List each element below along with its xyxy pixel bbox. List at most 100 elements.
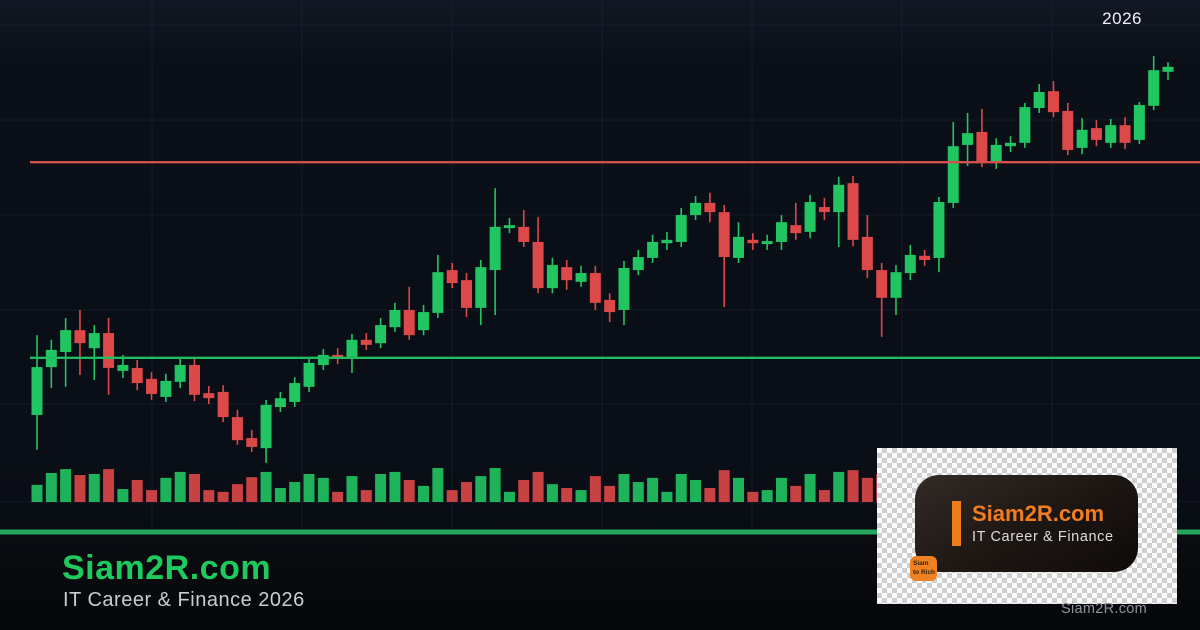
candle-body [1047, 91, 1059, 113]
candle-body [589, 273, 601, 303]
volume-bar [575, 490, 587, 502]
volume-bar [618, 474, 630, 502]
candle-body [990, 144, 1002, 163]
candle-body [1133, 105, 1145, 140]
volume-bar [317, 477, 329, 502]
volume-bar [203, 490, 215, 502]
candle-body [904, 254, 916, 274]
candle-body [718, 212, 730, 258]
volume-bar [733, 477, 745, 502]
candle-body [833, 184, 845, 213]
candle-body [661, 239, 673, 244]
candle-body [117, 365, 129, 371]
candle-body [1033, 92, 1045, 108]
volume-bar [647, 477, 659, 502]
candle-body [217, 391, 229, 418]
candle-body [160, 380, 172, 397]
promo-card-title: Siam2R.com [972, 501, 1105, 527]
candle-body [489, 226, 501, 271]
volume-bar [231, 484, 243, 502]
volume-bar [146, 490, 158, 502]
candle-body [103, 333, 115, 368]
volume-bar [360, 490, 372, 502]
candle-body [861, 236, 873, 271]
candle-body [289, 383, 301, 402]
candle-body [632, 257, 644, 271]
volume-bar [346, 476, 358, 502]
candle-body [346, 339, 358, 358]
badge-line-2: to Rich [913, 568, 936, 576]
candle-body [976, 131, 988, 163]
candle-body [203, 393, 215, 399]
candle-body [804, 202, 816, 232]
volume-bar [761, 490, 773, 502]
candle-body [1076, 129, 1088, 148]
candle-body [188, 365, 200, 395]
volume-bar [632, 482, 644, 502]
candle-body [74, 330, 86, 344]
candle-body [919, 255, 931, 260]
footer-divider-line [0, 529, 1200, 535]
candle-body [1062, 110, 1074, 150]
volume-bar [561, 488, 573, 502]
volume-bar [389, 471, 401, 502]
candle-body [1090, 128, 1102, 140]
volume-bar [418, 485, 430, 502]
volume-bar [260, 471, 272, 502]
candle-body [818, 207, 830, 213]
candle-body [546, 265, 558, 289]
candle-body [847, 183, 859, 240]
candle-body [947, 146, 959, 203]
candle-body [360, 339, 372, 345]
volume-bar [790, 485, 802, 502]
candle-body [432, 272, 444, 313]
candle-body [604, 299, 616, 313]
volume-bar [518, 479, 530, 502]
volume-bar [375, 474, 387, 502]
volume-bar [131, 479, 143, 502]
watermark-text: Siam2R.com [1061, 601, 1147, 617]
candle-body [317, 354, 329, 365]
candle-body [146, 378, 158, 394]
candle-body [747, 239, 759, 244]
candle-body [933, 202, 945, 258]
candle-body [389, 309, 401, 328]
volume-bar [31, 484, 43, 502]
candle-body [690, 202, 702, 216]
candle-body [460, 280, 472, 308]
promo-card-subtitle: IT Career & Finance [972, 528, 1114, 545]
volume-bar [117, 489, 129, 502]
candle-body [1105, 125, 1117, 143]
candle-body [403, 309, 415, 336]
candle-body [890, 272, 902, 298]
candle-body [174, 365, 186, 382]
volume-bar [432, 468, 444, 502]
candle-body [790, 225, 802, 234]
volume-bar [804, 474, 816, 502]
volume-bar [690, 479, 702, 502]
candle-body [561, 267, 573, 281]
candle-body [375, 325, 387, 344]
volume-bar [60, 469, 72, 502]
volume-bar [403, 479, 415, 502]
candle-body [88, 333, 100, 349]
candle-body [704, 202, 716, 213]
volume-bar [303, 474, 315, 502]
candle-body [503, 225, 515, 229]
candle-body [962, 133, 974, 145]
candle-body [274, 398, 286, 407]
candle-body [1148, 70, 1160, 106]
volume-bar [74, 475, 86, 502]
candle-body [260, 404, 272, 449]
volume-bar [847, 470, 859, 502]
volume-bar [489, 468, 501, 502]
volume-bar [747, 491, 759, 502]
volume-bar [503, 491, 515, 502]
candle-body [475, 267, 487, 308]
volume-bar [446, 490, 458, 502]
candle-body [575, 273, 587, 282]
promo-logo-plate: Siam2R.com IT Career & Finance [915, 475, 1138, 572]
candle-body [876, 270, 888, 298]
volume-bar [88, 474, 100, 502]
